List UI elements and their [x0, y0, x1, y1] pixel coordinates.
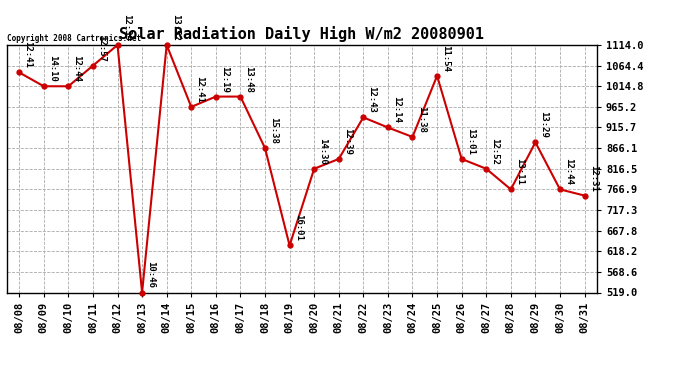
Text: 12:39: 12:39	[343, 128, 352, 155]
Title: Solar Radiation Daily High W/m2 20080901: Solar Radiation Daily High W/m2 20080901	[119, 27, 484, 42]
Text: 12:57: 12:57	[97, 34, 106, 62]
Text: 13:11: 13:11	[515, 158, 524, 185]
Text: 12:41: 12:41	[195, 76, 204, 103]
Text: 12:14: 12:14	[392, 96, 401, 123]
Text: 16:01: 16:01	[294, 214, 303, 242]
Text: 13:29: 13:29	[540, 111, 549, 138]
Text: 12:41: 12:41	[23, 41, 32, 68]
Text: 12:39: 12:39	[121, 14, 130, 41]
Text: 13:01: 13:01	[466, 128, 475, 155]
Text: 11:38: 11:38	[417, 106, 426, 133]
Text: Copyright 2008 Cartronics.net: Copyright 2008 Cartronics.net	[7, 33, 141, 42]
Text: 13:52: 13:52	[171, 14, 180, 41]
Text: 10:46: 10:46	[146, 261, 155, 288]
Text: 15:38: 15:38	[269, 117, 278, 144]
Text: 12:52: 12:52	[491, 138, 500, 165]
Text: 14:30: 14:30	[318, 138, 327, 165]
Text: 13:48: 13:48	[244, 66, 254, 92]
Text: 14:10: 14:10	[48, 55, 57, 82]
Text: 12:43: 12:43	[368, 86, 377, 113]
Text: 12:31: 12:31	[589, 165, 598, 191]
Text: 12:44: 12:44	[72, 55, 81, 82]
Text: 11:54: 11:54	[441, 45, 451, 72]
Text: 12:44: 12:44	[564, 158, 573, 185]
Text: 12:19: 12:19	[220, 66, 229, 92]
